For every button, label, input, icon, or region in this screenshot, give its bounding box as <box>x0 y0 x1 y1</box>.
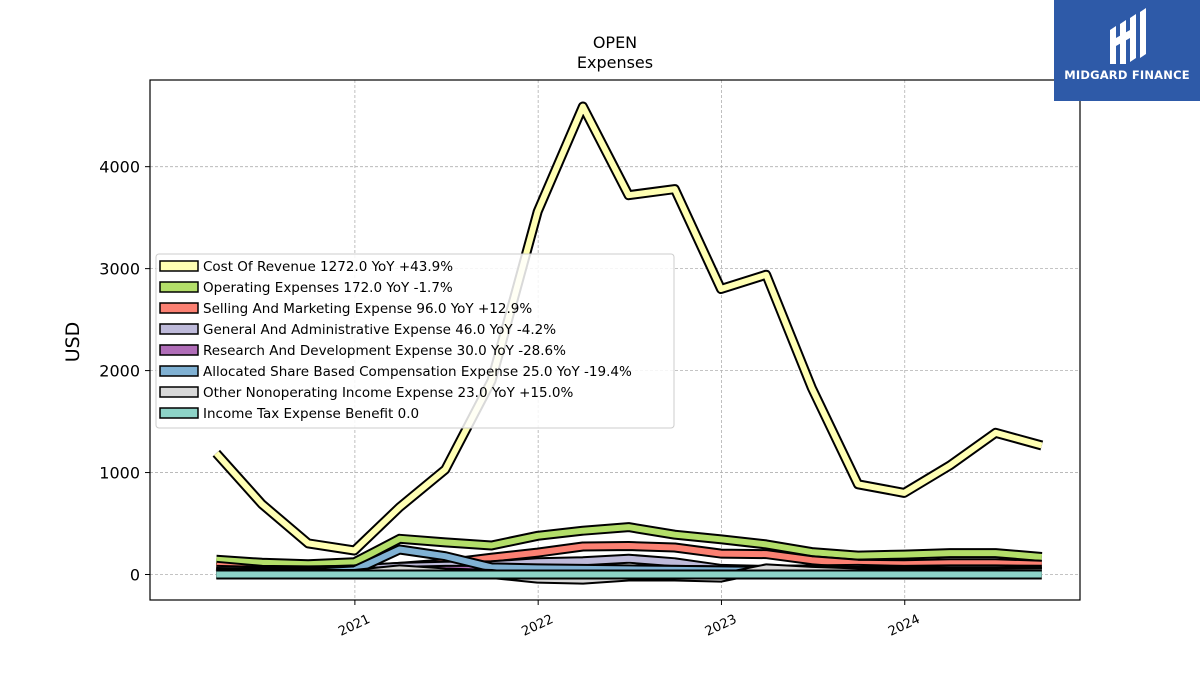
legend-label: Research And Development Expense 30.0 Yo… <box>203 343 566 359</box>
series-line-operating-expenses <box>215 522 1043 570</box>
series-lines <box>212 101 1044 585</box>
x-axis: 2021 2022 2023 2024 <box>336 600 922 640</box>
legend-label: General And Administrative Expense 46.0 … <box>203 322 556 338</box>
legend-swatch <box>159 407 199 419</box>
legend-label: Cost Of Revenue 1272.0 YoY +43.9% <box>203 259 453 275</box>
x-tick-label: 2023 <box>703 612 739 640</box>
legend-label: Allocated Share Based Compensation Expen… <box>203 364 632 380</box>
series-line-cost-of-revenue <box>212 101 1044 556</box>
legend-swatch <box>159 344 199 356</box>
y-tick-label: 4000 <box>99 158 140 177</box>
legend-swatch <box>159 365 199 377</box>
legend-label: Other Nonoperating Income Expense 23.0 Y… <box>203 385 573 401</box>
y-tick-label: 3000 <box>99 260 140 279</box>
legend-swatch <box>159 323 199 335</box>
logo-text: MIDGARD FINANCE <box>1064 68 1190 82</box>
legend-frame <box>155 253 675 429</box>
legend-label: Operating Expenses 172.0 YoY -1.7% <box>203 280 453 296</box>
x-tick-label: 2021 <box>336 612 372 640</box>
y-tick-label: 0 <box>130 566 140 585</box>
x-tick-label: 2022 <box>520 612 556 640</box>
chart-subtitle: Expenses <box>577 53 653 72</box>
chart-title: OPEN <box>593 33 637 52</box>
brand-logo: MIDGARD FINANCE <box>1054 0 1200 101</box>
y-tick-label: 1000 <box>99 464 140 483</box>
legend-swatch <box>159 281 199 293</box>
plot-frame <box>149 79 1081 601</box>
y-tick-label: 2000 <box>99 362 140 381</box>
legend-label: Selling And Marketing Expense 96.0 YoY +… <box>203 301 532 317</box>
x-tick-label: 2024 <box>886 612 922 640</box>
logo-mark-icon <box>1110 8 1146 64</box>
legend-label: Income Tax Expense Benefit 0.0 <box>203 406 419 422</box>
legend-swatch <box>159 386 199 398</box>
y-axis: 0 1000 2000 3000 4000 <box>99 158 150 585</box>
legend-swatch <box>159 260 199 272</box>
legend-swatch <box>159 302 199 314</box>
y-axis-label: USD <box>62 322 84 363</box>
legend: Cost Of Revenue 1272.0 YoY +43.9% Operati… <box>155 253 675 429</box>
